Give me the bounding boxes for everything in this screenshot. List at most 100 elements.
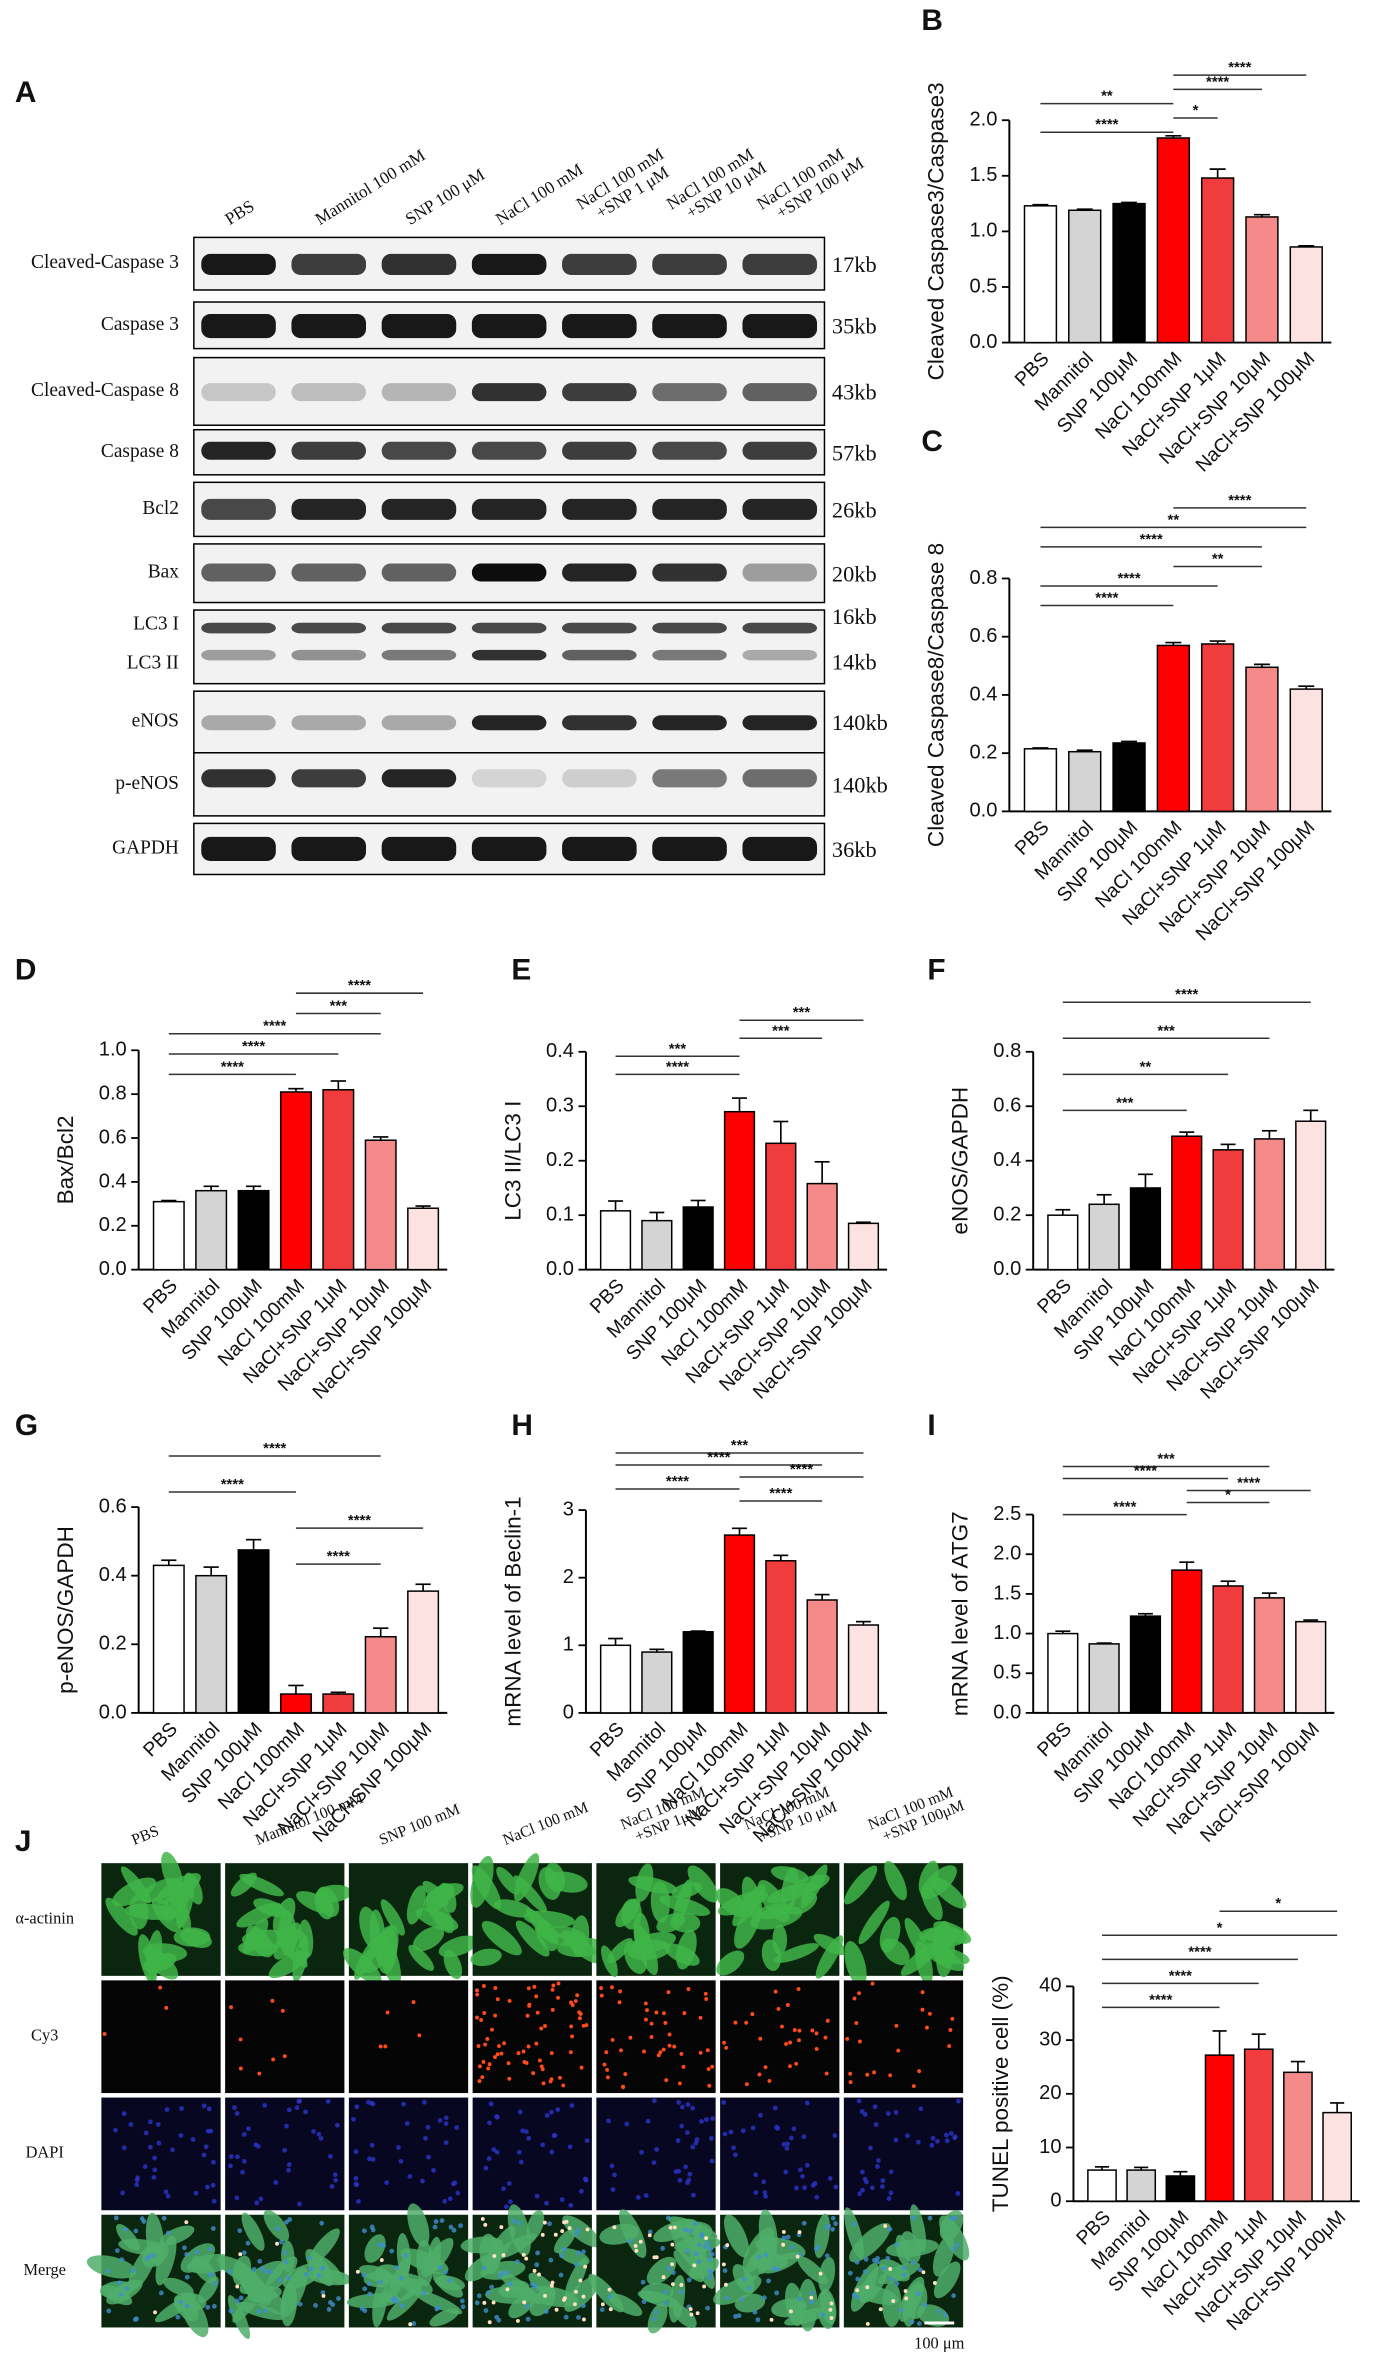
nucleus bbox=[670, 2270, 676, 2276]
nucleus bbox=[384, 2180, 390, 2185]
cell bbox=[815, 1935, 844, 1979]
band-size: 140kb bbox=[832, 710, 888, 735]
tunel-spot bbox=[531, 2071, 536, 2076]
nucleus bbox=[702, 2244, 708, 2250]
nucleus bbox=[211, 2198, 217, 2204]
bar bbox=[407, 1207, 440, 1271]
nucleus bbox=[411, 2321, 417, 2326]
tunel-spot bbox=[704, 1996, 709, 2001]
blot-label: Cleaved-Caspase 8 bbox=[31, 380, 179, 401]
cell bbox=[481, 1921, 522, 1956]
nucleus bbox=[516, 2149, 522, 2155]
y-tick-label: 1.0 bbox=[993, 1622, 1021, 1644]
nucleus bbox=[579, 2188, 584, 2194]
nucleus bbox=[687, 2171, 693, 2177]
tunel-spot bbox=[235, 2284, 240, 2289]
tunel-spot bbox=[532, 2268, 537, 2273]
nucleus bbox=[275, 2226, 280, 2232]
tunel-spot bbox=[479, 2018, 484, 2022]
cell bbox=[608, 2293, 643, 2317]
bar bbox=[641, 1219, 673, 1271]
nucleus bbox=[851, 2292, 857, 2298]
nucleus bbox=[476, 2293, 482, 2299]
nucleus bbox=[708, 2269, 714, 2275]
nucleus bbox=[503, 2204, 509, 2210]
nucleus bbox=[396, 2145, 401, 2150]
tunel-spot bbox=[795, 2254, 800, 2259]
nucleus bbox=[404, 2121, 410, 2127]
nucleus bbox=[774, 2290, 780, 2296]
tunel-spot bbox=[483, 2042, 488, 2047]
micrograph bbox=[472, 1980, 592, 2094]
micrograph bbox=[348, 1980, 469, 2094]
tunel-spot bbox=[911, 2084, 916, 2088]
band-size: 140kb bbox=[832, 772, 888, 797]
nucleus bbox=[151, 2174, 157, 2180]
blot-band bbox=[562, 715, 637, 731]
tunel-spot bbox=[797, 2230, 802, 2235]
y-tick-label: 2.5 bbox=[993, 1503, 1021, 1525]
tunel-spot bbox=[602, 2062, 607, 2067]
nucleus bbox=[798, 2167, 803, 2173]
blot-band bbox=[381, 314, 457, 339]
nucleus bbox=[827, 2176, 833, 2181]
tunel-spot bbox=[539, 2026, 544, 2031]
nucleus bbox=[683, 2164, 688, 2170]
nucleus bbox=[781, 2141, 787, 2147]
bar bbox=[599, 1210, 632, 1271]
cell bbox=[637, 2290, 680, 2308]
tunel-spot bbox=[550, 1987, 555, 1992]
cell bbox=[412, 1926, 445, 1952]
significance-label: **** bbox=[790, 1461, 813, 1478]
nucleus bbox=[403, 2253, 409, 2258]
nucleus bbox=[145, 2255, 151, 2261]
nucleus bbox=[540, 2142, 546, 2148]
nucleus bbox=[124, 2285, 130, 2291]
significance-label: *** bbox=[1116, 1094, 1134, 1111]
nucleus bbox=[683, 2227, 689, 2233]
tunel-spot bbox=[670, 2242, 675, 2247]
cell bbox=[858, 1900, 890, 1945]
nucleus bbox=[241, 2158, 247, 2164]
band-size: 20kb bbox=[832, 561, 877, 586]
tunel-spot bbox=[854, 2021, 859, 2025]
y-tick-label: 0.2 bbox=[969, 741, 997, 763]
nucleus bbox=[639, 2149, 644, 2155]
nucleus bbox=[888, 2190, 894, 2196]
tunel-spot bbox=[483, 2222, 488, 2227]
nucleus bbox=[651, 2160, 657, 2166]
cell bbox=[900, 1940, 942, 1976]
cell bbox=[918, 1926, 967, 1947]
bar bbox=[682, 1206, 714, 1271]
nucleus bbox=[663, 2300, 669, 2306]
significance-label: **** bbox=[1237, 1474, 1260, 1491]
tunel-spot bbox=[549, 2283, 554, 2288]
nucleus bbox=[184, 2251, 190, 2257]
nucleus bbox=[731, 2145, 736, 2151]
nucleus bbox=[576, 2250, 581, 2256]
bar bbox=[1023, 205, 1058, 344]
nucleus bbox=[929, 2142, 935, 2148]
nucleus bbox=[294, 2105, 300, 2111]
nucleus bbox=[190, 2137, 196, 2142]
bar bbox=[723, 1110, 756, 1271]
nucleus bbox=[580, 2303, 586, 2309]
y-tick-label: 0.2 bbox=[546, 1149, 574, 1171]
nucleus bbox=[789, 2135, 794, 2141]
nucleus bbox=[156, 2140, 162, 2146]
cell bbox=[273, 1922, 302, 1960]
tunel-spot bbox=[477, 2079, 482, 2084]
bar bbox=[765, 1142, 797, 1271]
blot-label: Caspase 3 bbox=[101, 314, 179, 335]
tunel-spot bbox=[585, 2227, 590, 2232]
nucleus bbox=[685, 2248, 691, 2254]
nucleus bbox=[752, 2309, 758, 2315]
significance-label: ** bbox=[1101, 88, 1113, 105]
nucleus bbox=[251, 2267, 257, 2272]
tunel-spot bbox=[562, 2220, 566, 2225]
tunel-spot bbox=[647, 2233, 652, 2238]
y-tick-label: 0.5 bbox=[969, 275, 997, 297]
nucleus bbox=[263, 2269, 269, 2274]
nucleus bbox=[830, 2215, 836, 2221]
nucleus bbox=[833, 2184, 839, 2190]
